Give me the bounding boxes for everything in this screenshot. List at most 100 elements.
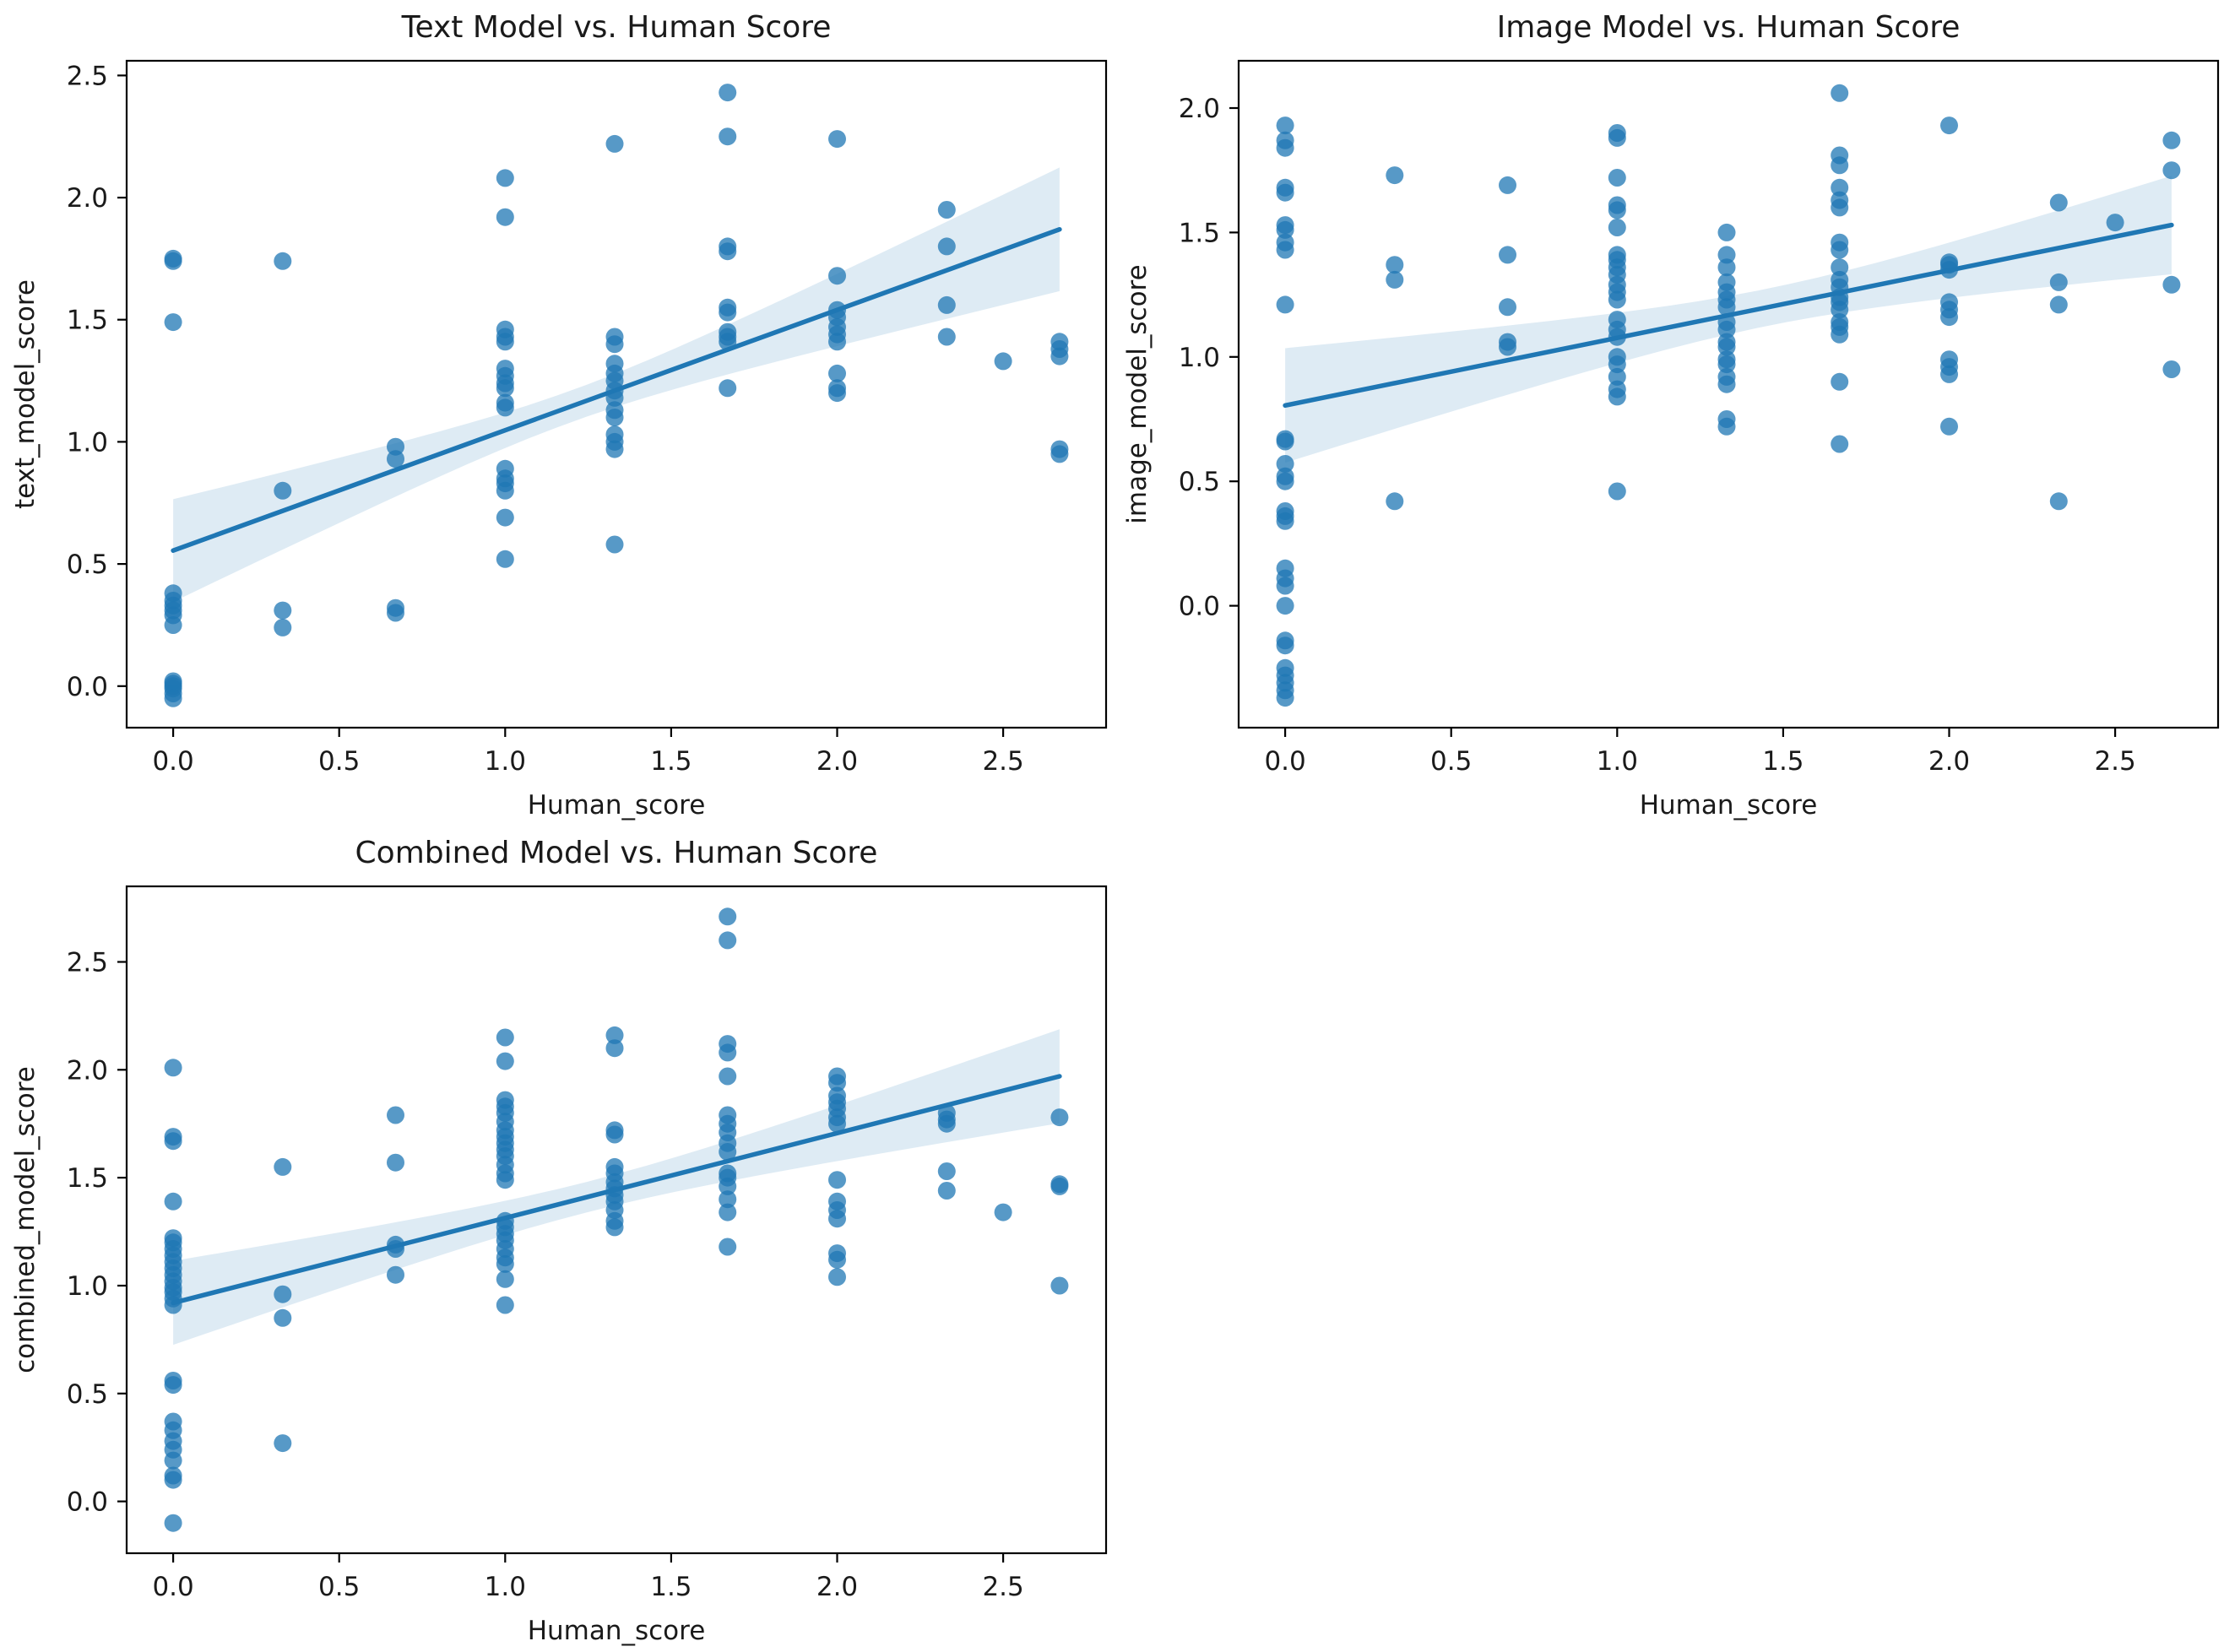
scatter-point — [1831, 372, 1849, 391]
x-tick-label: 2.0 — [816, 746, 858, 777]
scatter-point — [605, 1218, 624, 1237]
scatter-point — [1831, 198, 1849, 217]
scatter-point — [828, 130, 846, 149]
scatter-point — [274, 1285, 292, 1303]
scatter-point — [828, 1210, 846, 1228]
x-tick-label: 0.5 — [318, 746, 360, 777]
plot-title: Image Model vs. Human Score — [1497, 10, 1961, 45]
scatter-point — [1499, 246, 1516, 264]
x-axis-label: Human_score — [528, 790, 706, 821]
x-tick-label: 1.0 — [485, 746, 526, 777]
scatter-point — [1940, 308, 1958, 327]
scatter-point — [2106, 214, 2124, 232]
y-tick-label: 1.0 — [67, 1271, 108, 1302]
scatter-point — [1717, 320, 1736, 339]
scatter-point — [496, 550, 514, 568]
scatter-point — [719, 379, 737, 398]
scatter-point — [1831, 325, 1849, 344]
y-axis-label: combined_model_score — [10, 1066, 41, 1373]
scatter-point — [719, 127, 737, 146]
scatter-point — [2049, 273, 2068, 291]
scatter-point — [496, 398, 514, 417]
empty-subplot-cell — [1112, 826, 2224, 1652]
scatter-point — [1608, 367, 1626, 386]
x-tick-label: 1.0 — [1597, 746, 1638, 777]
scatter-point — [164, 252, 182, 270]
scatter-point — [1276, 241, 1294, 259]
scatter-point — [164, 1514, 182, 1532]
scatter-point — [164, 1376, 182, 1395]
scatter-point — [387, 437, 404, 456]
scatter-point — [937, 201, 956, 219]
x-tick-label: 2.5 — [982, 746, 1023, 777]
scatter-point — [605, 1125, 624, 1144]
plot-title: Text Model vs. Human Score — [401, 10, 832, 45]
chart-svg: 0.0 0.5 1.0 1.5 2.0 2.5 0.0 0.5 1.0 1.5 2.0 2.5 Comb… — [0, 826, 1112, 1651]
x-tick-label: 1.5 — [650, 1572, 692, 1602]
scatter-point — [1831, 435, 1849, 453]
scatter-point — [719, 1143, 737, 1161]
scatter-point — [1608, 219, 1626, 236]
regression-line — [1283, 222, 2174, 409]
scatter-point — [496, 208, 514, 226]
x-tick-label: 0.5 — [318, 1572, 360, 1602]
y-tick-label: 2.0 — [67, 183, 108, 214]
y-tick-label: 0.0 — [67, 672, 108, 702]
scatter-point — [1050, 1276, 1069, 1295]
scatter-point — [828, 267, 846, 285]
scatter-point — [719, 1203, 737, 1221]
scatter-point — [1608, 355, 1626, 374]
subplot-image-model-vs-human: 0.0 0.5 1.0 1.5 2.0 2.5 0.0 0.5 1.0 1.5 2.0 Image M… — [1112, 0, 2224, 826]
scatter-point — [1717, 246, 1736, 264]
scatter-point — [496, 481, 514, 500]
scatter-point — [719, 1190, 737, 1209]
scatter-point — [2049, 193, 2068, 212]
x-tick-label: 0.0 — [1264, 746, 1305, 777]
scatter-point — [828, 364, 846, 382]
scatter-point — [387, 450, 404, 469]
scatter-point — [1276, 116, 1294, 135]
scatter-point — [605, 440, 624, 458]
scatter-point — [1831, 301, 1849, 319]
scatter-point — [164, 1059, 182, 1077]
scatter-point — [387, 1265, 404, 1284]
scatter-point — [1717, 417, 1736, 436]
scatter-point — [1276, 597, 1294, 615]
y-tick-label: 1.0 — [67, 427, 108, 458]
scatter-point — [1940, 417, 1958, 436]
scatter-point — [937, 295, 956, 314]
scatter-point — [496, 169, 514, 187]
scatter-point — [1717, 375, 1736, 393]
scatter-point — [496, 1270, 514, 1288]
scatter-point — [274, 618, 292, 636]
scatter-point — [719, 1067, 737, 1086]
x-tick-label: 2.0 — [1928, 746, 1970, 777]
x-tick-label: 1.5 — [650, 746, 692, 777]
scatter-point — [496, 1028, 514, 1047]
scatter-point — [1499, 338, 1516, 356]
scatter-point — [1276, 183, 1294, 202]
scatter-point — [1608, 128, 1626, 147]
scatter-point — [164, 616, 182, 634]
scatter-point — [828, 384, 846, 403]
y-tick-label: 0.0 — [1179, 592, 1220, 622]
scatter-point — [1717, 258, 1736, 277]
scatter-point — [1608, 290, 1626, 309]
scatter-point — [605, 1026, 624, 1044]
scatter-point — [605, 1039, 624, 1058]
scatter-point — [2162, 360, 2181, 378]
scatter-point — [1940, 365, 1958, 383]
scatter-point — [1386, 492, 1404, 511]
y-tick-label: 2.5 — [67, 61, 108, 91]
y-tick-label: 1.5 — [1179, 218, 1220, 248]
y-axis-label: text_model_score — [10, 279, 41, 509]
axes-frame — [125, 885, 1108, 1555]
y-tick-label: 0.5 — [1179, 467, 1220, 497]
x-tick-label: 0.5 — [1430, 746, 1472, 777]
chart-svg: 0.0 0.5 1.0 1.5 2.0 2.5 0.0 0.5 1.0 1.5 2.0 Image M… — [1112, 0, 2224, 826]
scatter-point — [828, 333, 846, 351]
scatter-point — [1276, 220, 1294, 239]
scatter-point — [1386, 270, 1404, 289]
y-tick-label: 1.5 — [67, 1163, 108, 1194]
x-tick-label: 2.5 — [982, 1572, 1023, 1602]
